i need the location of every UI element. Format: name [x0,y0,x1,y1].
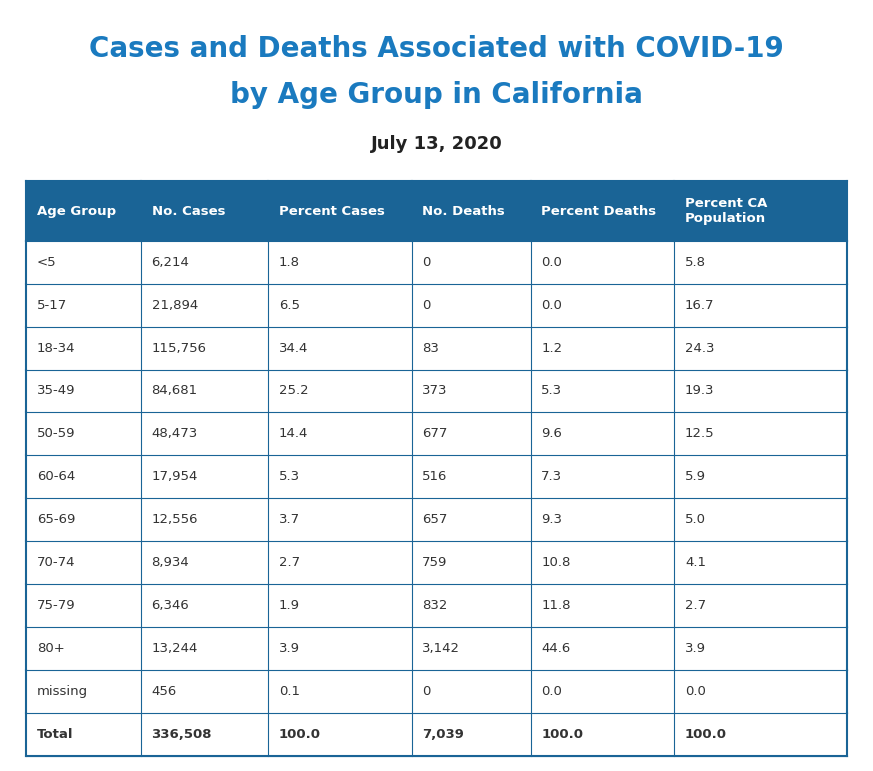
Text: 6.5: 6.5 [278,298,299,311]
Text: July 13, 2020: July 13, 2020 [371,135,502,153]
Text: Percent CA
Population: Percent CA Population [685,197,767,225]
Bar [26,369,847,412]
Bar [26,327,847,369]
Text: 9.6: 9.6 [541,427,562,440]
Text: Total: Total [37,728,73,741]
Text: 75-79: 75-79 [37,599,75,612]
Bar [26,541,847,584]
Text: Age Group: Age Group [37,204,116,217]
Text: 8,934: 8,934 [152,556,189,569]
Text: 1.9: 1.9 [278,599,299,612]
Text: 0.1: 0.1 [278,685,299,698]
Text: 0.0: 0.0 [541,298,562,311]
Text: 83: 83 [423,342,439,355]
Text: 5.9: 5.9 [685,470,706,483]
Bar [26,181,847,241]
Text: 0.0: 0.0 [685,685,706,698]
Text: 7,039: 7,039 [423,728,464,741]
Text: 5.3: 5.3 [278,470,299,483]
Text: 21,894: 21,894 [152,298,198,311]
Bar [26,241,847,284]
Text: 373: 373 [423,385,448,398]
Text: 60-64: 60-64 [37,470,75,483]
Bar [26,284,847,327]
Text: 657: 657 [423,513,448,526]
Text: No. Cases: No. Cases [152,204,225,217]
Bar [26,670,847,712]
Text: 100.0: 100.0 [541,728,583,741]
Text: 0.0: 0.0 [541,685,562,698]
Text: 16.7: 16.7 [685,298,714,311]
Text: 1.2: 1.2 [541,342,562,355]
Text: 0.0: 0.0 [541,256,562,269]
Text: Cases and Deaths Associated with COVID-19: Cases and Deaths Associated with COVID-1… [89,35,784,62]
Text: 12.5: 12.5 [685,427,715,440]
Text: 25.2: 25.2 [278,385,308,398]
Text: <5: <5 [37,256,56,269]
Text: 18-34: 18-34 [37,342,75,355]
Text: 3,142: 3,142 [423,641,460,655]
Text: 12,556: 12,556 [152,513,198,526]
Text: 4.1: 4.1 [685,556,706,569]
Text: 5-17: 5-17 [37,298,67,311]
Text: 7.3: 7.3 [541,470,562,483]
Text: 3.9: 3.9 [685,641,706,655]
Text: 6,214: 6,214 [152,256,189,269]
Text: 48,473: 48,473 [152,427,198,440]
Text: 70-74: 70-74 [37,556,75,569]
Text: 5.8: 5.8 [685,256,706,269]
Text: 2.7: 2.7 [278,556,299,569]
Text: missing: missing [37,685,88,698]
Text: Percent Deaths: Percent Deaths [541,204,656,217]
Text: 759: 759 [423,556,448,569]
Text: 3.9: 3.9 [278,641,299,655]
Text: 1.8: 1.8 [278,256,299,269]
Bar [26,412,847,456]
Text: 24.3: 24.3 [685,342,714,355]
Text: 65-69: 65-69 [37,513,75,526]
Text: by Age Group in California: by Age Group in California [230,81,643,109]
Text: 2.7: 2.7 [685,599,706,612]
Text: 50-59: 50-59 [37,427,75,440]
Text: 336,508: 336,508 [152,728,212,741]
Text: 13,244: 13,244 [152,641,198,655]
Text: 100.0: 100.0 [685,728,727,741]
Bar [26,712,847,756]
Text: 17,954: 17,954 [152,470,198,483]
Text: 6,346: 6,346 [152,599,189,612]
Text: 34.4: 34.4 [278,342,308,355]
Text: 456: 456 [152,685,177,698]
Bar [26,584,847,627]
Bar [26,498,847,541]
Text: Percent Cases: Percent Cases [278,204,385,217]
Text: 80+: 80+ [37,641,65,655]
Bar [26,627,847,670]
Text: 84,681: 84,681 [152,385,197,398]
Text: 35-49: 35-49 [37,385,75,398]
Bar [26,456,847,498]
Text: 9.3: 9.3 [541,513,562,526]
Text: 5.0: 5.0 [685,513,706,526]
Text: 3.7: 3.7 [278,513,299,526]
Text: 0: 0 [423,298,430,311]
Text: 19.3: 19.3 [685,385,714,398]
Text: 10.8: 10.8 [541,556,571,569]
Text: 677: 677 [423,427,448,440]
Text: 0: 0 [423,685,430,698]
Text: 516: 516 [423,470,448,483]
Text: 100.0: 100.0 [278,728,320,741]
Text: 832: 832 [423,599,448,612]
Text: 115,756: 115,756 [152,342,207,355]
Text: 44.6: 44.6 [541,641,571,655]
Text: No. Deaths: No. Deaths [423,204,505,217]
Text: 14.4: 14.4 [278,427,308,440]
Text: 5.3: 5.3 [541,385,562,398]
Text: 0: 0 [423,256,430,269]
Text: 11.8: 11.8 [541,599,571,612]
